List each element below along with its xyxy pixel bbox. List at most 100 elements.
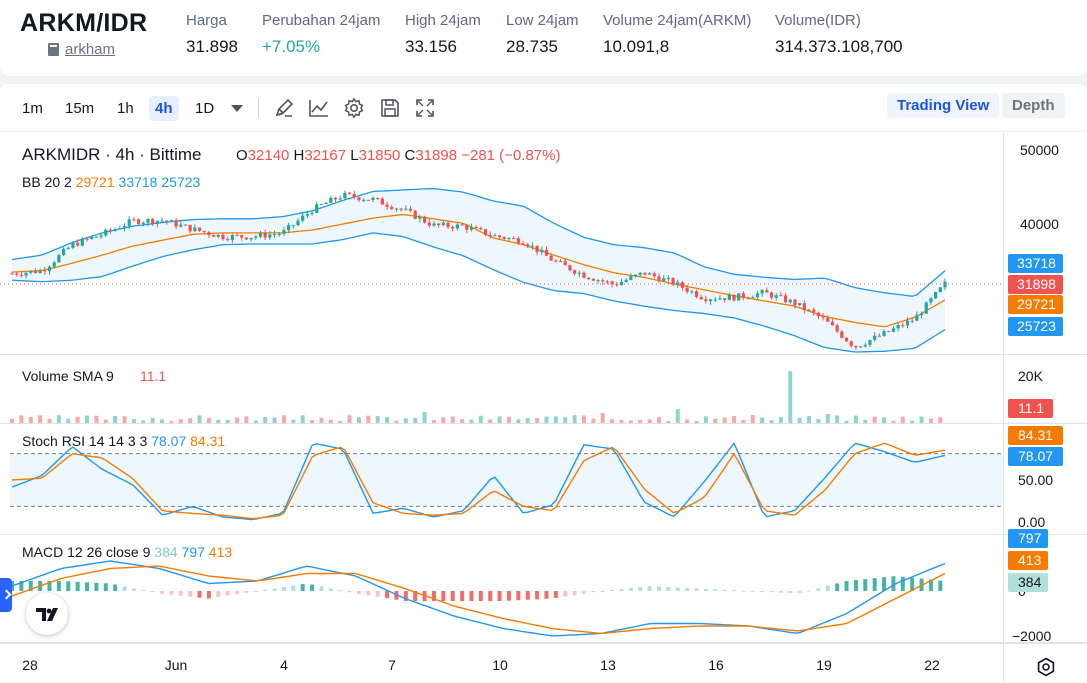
chart-settings-icon[interactable] [1036,657,1056,677]
macd-histogram-bar [66,581,71,591]
time-axis-tick: 22 [924,657,940,673]
macd-histogram-bar [375,591,380,597]
macd-histogram-bar [291,585,296,591]
expand-panel-button[interactable] [0,578,12,612]
macd-histogram-bar [131,588,136,591]
price-chart[interactable]: 50000 40000 33718 31898 29721 25723 ARKMIDR · … [0,132,1087,683]
candle-body [33,270,38,274]
volume-bar [938,417,943,423]
candle-body [549,255,553,261]
candle-body [460,224,464,226]
volume-bar [94,415,99,423]
tradingview-logo[interactable] [26,593,68,635]
candle-body [648,273,652,275]
timeframe-15m[interactable]: 15m [65,100,95,117]
volume-bar [141,420,146,423]
candle-body [57,255,61,263]
candle-body [174,220,178,227]
volume-bar [188,418,193,423]
macd-histogram-bar [188,591,193,597]
volume-bar [778,417,783,423]
candle-body [127,219,131,227]
candle-body [807,309,811,311]
macd-histogram-bar [825,585,830,591]
ohlc-value: 32167 [304,147,346,164]
save-icon[interactable] [379,97,401,119]
depth-button[interactable]: Depth [1002,93,1065,118]
volume-bar [807,415,812,423]
candle-body [671,278,675,285]
timeframe-1h[interactable]: 1h [117,100,134,117]
volume-bar [131,419,136,423]
volume-bar [422,412,427,423]
candle-body [919,313,924,316]
macd-histogram-bar [469,591,474,601]
stat-label: High 24jam [405,12,481,29]
candle-body [943,281,947,288]
candle-body [502,237,506,239]
fullscreen-icon[interactable] [414,97,436,119]
macd-histogram-bar [872,578,877,591]
timeframe-1d[interactable]: 1D [195,100,215,117]
timeframe-4h[interactable]: 4h [149,96,179,121]
stat-price: Harga 31.898 [186,12,238,57]
candle-body [61,248,66,256]
candle-body [821,316,825,318]
candle-body [924,302,928,314]
price-badge [1008,254,1063,273]
candle-body [221,234,225,240]
candle-body [207,232,211,235]
timeframe-1m[interactable]: 1m [22,100,43,117]
trading-view-button[interactable]: Trading View [887,93,1000,118]
candle-body [76,242,80,246]
macd-histogram-bar [863,579,868,591]
bb-legend: BB 20 2 29721 33718 25723 [22,174,201,190]
candle-body [474,227,478,229]
candle-body [390,206,394,210]
volume-bar [85,415,90,423]
macd-histogram-bar [750,591,755,592]
settings-icon[interactable] [343,97,365,119]
volume-bar [385,417,390,423]
volume-bar [206,417,211,423]
candle-body [891,328,896,332]
time-axis-tick: 16 [708,657,724,673]
token-link-label[interactable]: arkham [65,41,116,58]
bb-basis-line [11,213,946,328]
chevron-down-icon[interactable] [231,105,243,112]
macd-badge [1008,573,1048,592]
macd-histogram-bar [760,591,765,592]
candle-body [258,232,263,237]
volume-bar [56,415,61,423]
macd-histogram-bar [928,579,933,591]
volume-bar [310,420,315,423]
ohlc-value: −281 (−0.87%) [457,147,560,164]
volume-bar [657,417,662,423]
candle-body [868,340,872,345]
stat-value: 33.156 [405,37,457,56]
candle-body [193,227,197,232]
candle-body [122,226,127,229]
macd-histogram-bar [478,591,483,601]
volume-bar [235,417,240,423]
volume-bar [563,417,568,423]
candle-body [530,245,535,247]
candle-body [540,249,544,253]
macd-badge-label: 797 [1018,530,1042,546]
macd-histogram-bar [263,589,268,591]
draw-icon[interactable] [273,97,295,119]
candle-body [315,204,319,213]
token-link[interactable]: arkham [48,41,115,58]
stoch-legend: Stoch RSI 14 14 3 3 78.07 84.31 [22,433,225,449]
stat-volume-arkm: Volume 24jam(ARKM) 10.091,8 [603,12,751,57]
candle-body [197,227,202,231]
candle-body [633,274,638,277]
price-axis-tick: 50000 [1020,142,1059,158]
candle-body [844,337,849,342]
indicator-icon[interactable] [308,97,330,119]
volume-bar [75,416,80,423]
macd-histogram-bar [722,589,727,591]
candle-body [282,230,286,234]
candle-body [52,262,56,267]
macd-histogram-bar [47,581,52,591]
